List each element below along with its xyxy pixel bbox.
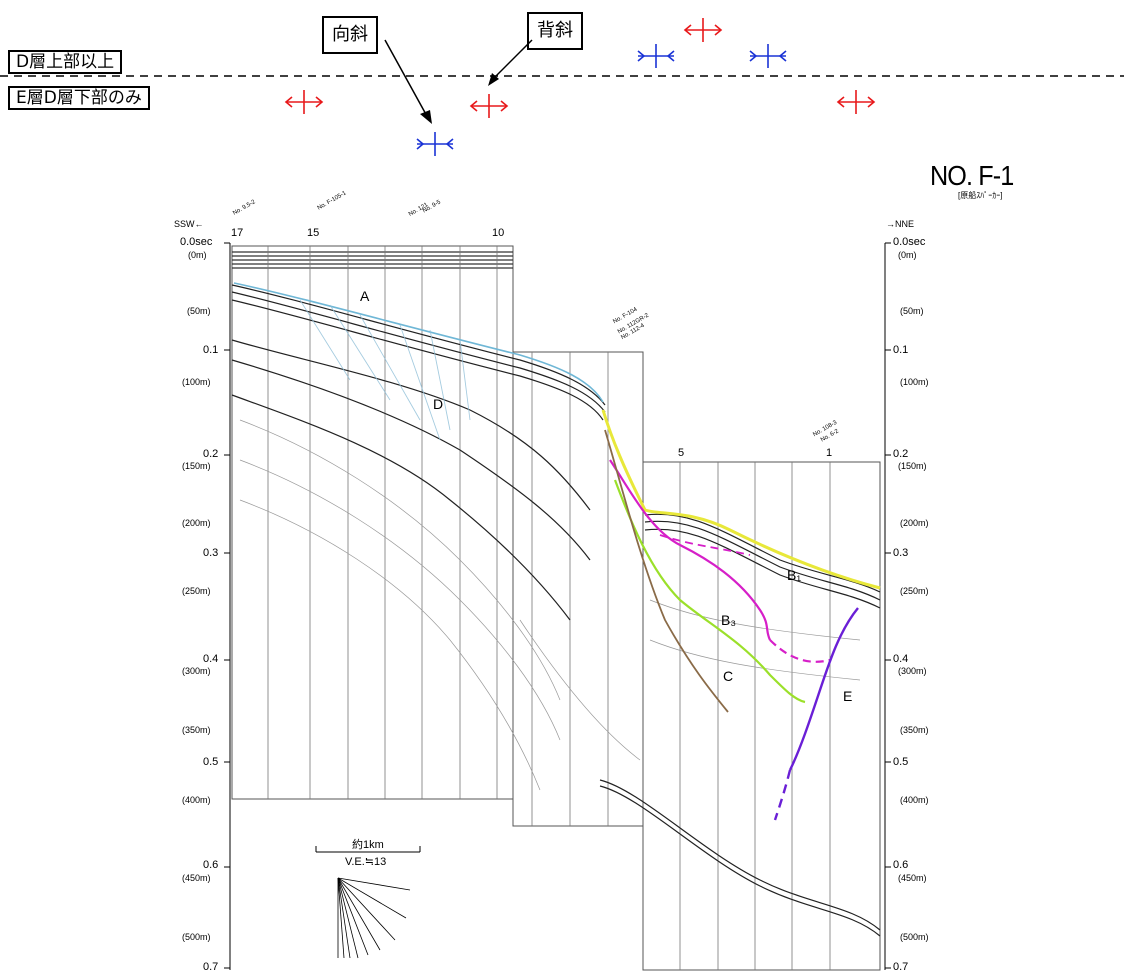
layer-label-b1: B₁ bbox=[787, 567, 802, 583]
anticline-symbol bbox=[284, 90, 324, 114]
layer-label-b3: B₃ bbox=[721, 612, 737, 628]
legend-upper-label: D層上部以上 bbox=[16, 52, 115, 72]
legend-upper-box: D層上部以上 bbox=[8, 50, 123, 74]
right-tick-label: 0.4 bbox=[893, 653, 909, 665]
ve-label: V.E.≒13 bbox=[345, 856, 387, 868]
right-tick-label: (50m) bbox=[900, 306, 924, 316]
left-tick-label: (50m) bbox=[187, 306, 211, 316]
left-direction-label: SSW← bbox=[174, 219, 204, 229]
left-tick-label: (350m) bbox=[182, 725, 211, 735]
left-tick-label: 0.5 bbox=[203, 756, 219, 768]
shotpoint-label: 10 bbox=[492, 227, 505, 239]
layer-label-c: C bbox=[723, 668, 734, 684]
anticline-arrow bbox=[491, 39, 533, 81]
right-tick-label: (300m) bbox=[898, 666, 927, 676]
fold-annotation-layer bbox=[0, 18, 1124, 156]
left-tick-label: 0.1 bbox=[203, 344, 219, 356]
left-tick-label: (200m) bbox=[182, 518, 211, 528]
water-column-band bbox=[232, 251, 513, 269]
left-tick-label: (150m) bbox=[182, 461, 211, 471]
right-tick-label: (200m) bbox=[900, 518, 929, 528]
right-tick-label: (250m) bbox=[900, 586, 929, 596]
horizon-c-line bbox=[604, 429, 729, 713]
horizon-a-line bbox=[233, 282, 604, 403]
right-tick-label: 0.0sec bbox=[893, 236, 926, 248]
layer-label-a: A bbox=[360, 288, 370, 304]
horizon-b-top-line bbox=[601, 409, 881, 590]
legend-lower-box: E層D層下部のみ bbox=[8, 86, 150, 110]
right-tick-label: (0m) bbox=[898, 250, 917, 260]
right-axis-ticks bbox=[885, 242, 891, 969]
scale-bar bbox=[315, 846, 421, 853]
left-tick-label: (250m) bbox=[182, 586, 211, 596]
left-tick-label: 0.3 bbox=[203, 547, 219, 559]
horizon-b1-line bbox=[609, 459, 772, 641]
right-tick-label: (100m) bbox=[900, 377, 929, 387]
syncline-symbol bbox=[416, 132, 454, 156]
section-frame-middle bbox=[512, 351, 644, 827]
right-tick-label: (400m) bbox=[900, 795, 929, 805]
left-tick-label: (0m) bbox=[188, 250, 207, 260]
horizon-b1-dashed-line bbox=[769, 639, 831, 663]
right-tick-label: 0.5 bbox=[893, 756, 909, 768]
right-direction-label: →NNE bbox=[886, 219, 915, 229]
left-tick-label: 0.6 bbox=[203, 859, 219, 871]
anticline-symbol bbox=[836, 90, 876, 114]
left-tick-label: (500m) bbox=[182, 932, 211, 942]
right-tick-label: 0.2 bbox=[893, 448, 909, 460]
horizon-e-line bbox=[788, 607, 859, 771]
right-tick-label: (350m) bbox=[900, 725, 929, 735]
shotpoint-label: 15 bbox=[307, 227, 320, 239]
profile-title: NO. F-1 bbox=[930, 160, 1014, 191]
shotpoint-label: 5 bbox=[678, 447, 685, 459]
right-tick-label: (500m) bbox=[900, 932, 929, 942]
horizon-e-dashed-line bbox=[773, 769, 792, 821]
legend-lower-label: E層D層下部のみ bbox=[16, 88, 142, 108]
anticline-symbol bbox=[683, 18, 723, 42]
syncline-arrowhead bbox=[420, 110, 432, 124]
left-axis-ticks bbox=[224, 242, 230, 969]
scale-label: 約1km bbox=[352, 839, 384, 851]
left-tick-label: 0.4 bbox=[203, 653, 219, 665]
left-tick-label: (300m) bbox=[182, 666, 211, 676]
left-tick-label: (100m) bbox=[182, 377, 211, 387]
section-frame-right bbox=[642, 461, 881, 971]
right-tick-label: 0.3 bbox=[893, 547, 909, 559]
anticline-callout: 背斜 bbox=[527, 12, 583, 50]
anticline-symbol bbox=[469, 94, 509, 118]
profile-subtitle: [原船ｽﾊﾟｰｶｰ] bbox=[958, 191, 1003, 200]
left-tick-label: 0.7 bbox=[203, 961, 219, 973]
syncline-callout-label: 向斜 bbox=[332, 24, 368, 45]
left-tick-label: (450m) bbox=[182, 873, 211, 883]
layer-label-d: D bbox=[433, 396, 444, 412]
right-tick-label: 0.1 bbox=[893, 344, 909, 356]
right-tick-label: 0.6 bbox=[893, 859, 909, 871]
left-tick-label: 0.2 bbox=[203, 448, 219, 460]
angle-fan bbox=[337, 877, 411, 959]
seismic-reflectors-light bbox=[239, 419, 861, 791]
left-tick-label: 0.0sec bbox=[180, 236, 213, 248]
right-tick-label: (150m) bbox=[898, 461, 927, 471]
syncline-callout: 向斜 bbox=[322, 16, 378, 54]
anticline-callout-label: 背斜 bbox=[537, 20, 573, 41]
shotpoint-grid bbox=[267, 246, 831, 970]
syncline-symbol bbox=[637, 44, 675, 68]
seismic-reflectors bbox=[231, 284, 881, 937]
shotpoint-label: 17 bbox=[231, 227, 244, 239]
horizon-b1-upper-dashed-line bbox=[659, 534, 751, 556]
shotpoint-label: 1 bbox=[826, 447, 833, 459]
right-tick-label: (450m) bbox=[898, 873, 927, 883]
layer-label-e: E bbox=[843, 688, 853, 704]
right-tick-label: 0.7 bbox=[893, 961, 909, 973]
syncline-arrow bbox=[384, 39, 429, 119]
d-layer-fault-lines bbox=[299, 299, 471, 441]
left-tick-label: (400m) bbox=[182, 795, 211, 805]
anticline-arrowhead bbox=[488, 73, 499, 86]
horizon-b3-line bbox=[613, 479, 806, 704]
syncline-symbol bbox=[749, 44, 787, 68]
